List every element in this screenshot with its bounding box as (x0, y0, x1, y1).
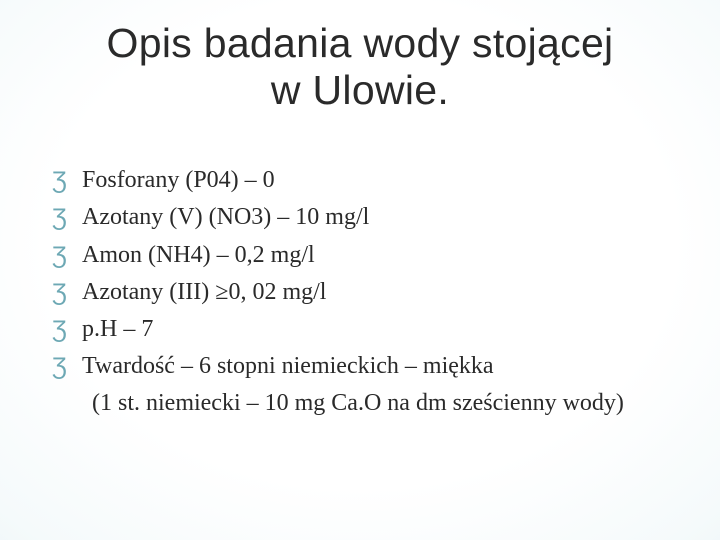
sub-line: (1 st. niemiecki – 10 mg Ca.O na dm sześ… (48, 385, 672, 422)
list-item: Amon (NH4) – 0,2 mg/l (52, 237, 672, 274)
slide-title: Opis badania wody stojącej w Ulowie. (48, 20, 672, 114)
list-item: Fosforany (P04) – 0 (52, 162, 672, 199)
list-item-text: Fosforany (P04) – 0 (82, 167, 275, 193)
list-item-text: p.H – 7 (82, 316, 153, 342)
list-item: Azotany (III) ≥0, 02 mg/l (52, 274, 672, 311)
slide-container: Opis badania wody stojącej w Ulowie. Fos… (0, 0, 720, 540)
list-item-text: Amon (NH4) – 0,2 mg/l (82, 242, 315, 268)
list-item-text: Azotany (V) (NO3) – 10 mg/l (82, 204, 369, 230)
list-item: Azotany (V) (NO3) – 10 mg/l (52, 199, 672, 236)
title-line-2: w Ulowie. (271, 67, 449, 113)
bullet-list: Fosforany (P04) – 0 Azotany (V) (NO3) – … (48, 162, 672, 385)
list-item: Twardość – 6 stopni niemieckich – miękka (52, 348, 672, 385)
title-line-1: Opis badania wody stojącej (107, 20, 614, 66)
list-item: p.H – 7 (52, 311, 672, 348)
list-item-text: Twardość – 6 stopni niemieckich – miękka (82, 353, 494, 379)
list-item-text: Azotany (III) ≥0, 02 mg/l (82, 279, 326, 305)
